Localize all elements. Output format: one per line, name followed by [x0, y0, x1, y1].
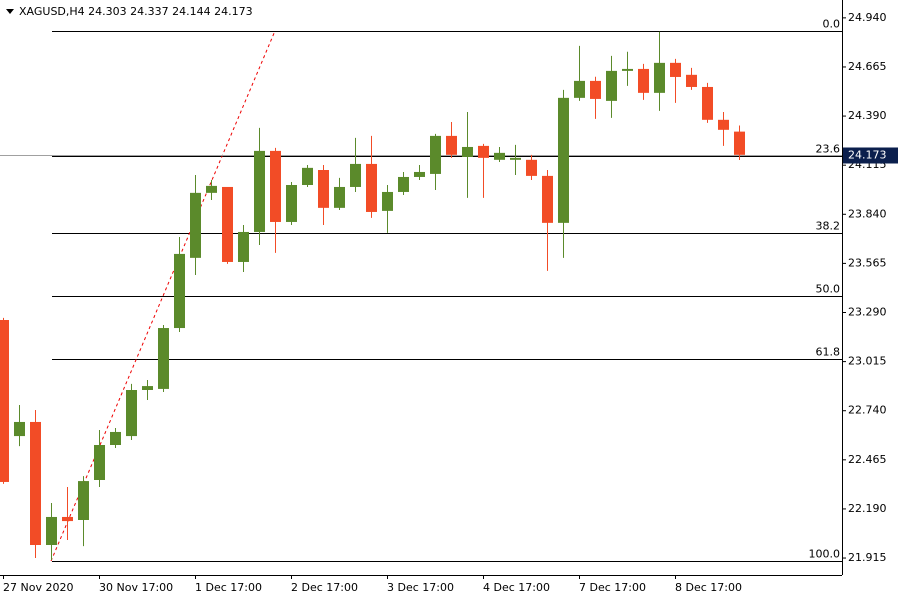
- chart-header: XAGUSD,H4 24.303 24.337 24.144 24.173: [19, 5, 253, 18]
- fib-label: 50.0: [816, 283, 841, 296]
- y-tick-label: 22.190: [848, 502, 887, 515]
- x-tick-label: 2 Dec 17:00: [291, 581, 358, 594]
- x-tick-label: 8 Dec 17:00: [675, 581, 742, 594]
- high-value: 24.337: [130, 5, 169, 18]
- candle-body: [286, 185, 297, 222]
- candle-body: [254, 150, 265, 232]
- candle-body: [174, 253, 185, 329]
- candle-body: [126, 390, 137, 437]
- y-tick-label: 23.015: [848, 355, 887, 368]
- low-value: 24.144: [172, 5, 211, 18]
- candle-body: [638, 68, 649, 93]
- candle-body: [526, 159, 537, 176]
- fib-label: 38.2: [816, 220, 841, 233]
- candle-body: [590, 80, 601, 99]
- candle-body: [430, 135, 441, 174]
- candle-body: [222, 186, 233, 262]
- candle-body: [62, 516, 73, 522]
- symbol: XAGUSD,H4: [19, 5, 85, 18]
- candle-body: [46, 516, 57, 545]
- candle-body: [446, 135, 457, 155]
- fib-label: 23.6: [816, 143, 841, 156]
- candle-body: [334, 186, 345, 208]
- candle-body: [382, 191, 393, 211]
- menu-arrow[interactable]: [6, 9, 14, 14]
- x-tick-label: 4 Dec 17:00: [483, 581, 550, 594]
- x-tick-label: 1 Dec 17:00: [195, 581, 262, 594]
- y-tick-label: 23.290: [848, 306, 887, 319]
- fib-label: 100.0: [809, 548, 841, 561]
- candle-body: [414, 171, 425, 177]
- candle-body: [110, 431, 121, 445]
- close-value: 24.173: [214, 5, 253, 18]
- candle-body: [686, 74, 697, 87]
- candle-body: [494, 152, 505, 160]
- candle-body: [702, 86, 713, 120]
- y-tick-label: 23.840: [848, 207, 887, 220]
- candle-body: [94, 445, 105, 480]
- y-tick-label: 21.915: [848, 551, 887, 564]
- candle-body: [142, 386, 153, 390]
- x-tick-label: 3 Dec 17:00: [387, 581, 454, 594]
- candle-body: [542, 175, 553, 223]
- x-tick-label: 7 Dec 17:00: [579, 581, 646, 594]
- fib-label: 61.8: [816, 346, 841, 359]
- y-tick-label: 24.940: [848, 11, 887, 24]
- y-tick-label: 24.665: [848, 60, 887, 73]
- candle-body: [302, 167, 313, 185]
- candle-body: [574, 80, 585, 98]
- x-tick-label: 27 Nov 2020: [3, 581, 73, 594]
- candle-body: [366, 163, 377, 212]
- fib-label: 0.0: [823, 18, 841, 31]
- y-tick-label: 24.390: [848, 109, 887, 122]
- candle-body: [670, 62, 681, 77]
- price-badge-label: 24.173: [848, 149, 887, 162]
- x-tick-label: 30 Nov 17:00: [99, 581, 173, 594]
- candle-body: [478, 145, 489, 158]
- candle-body: [78, 481, 89, 520]
- candle-body: [734, 131, 745, 155]
- y-tick-label: 23.565: [848, 256, 887, 269]
- candle-body: [190, 192, 201, 258]
- candle-body: [206, 185, 217, 193]
- candle-body: [510, 157, 521, 160]
- candle-body: [14, 421, 25, 437]
- candle-body: [318, 170, 329, 208]
- candle-body: [462, 146, 473, 157]
- candle-body: [398, 176, 409, 192]
- candle-body: [718, 119, 729, 130]
- candle-body: [0, 320, 9, 482]
- candle-body: [606, 70, 617, 101]
- candle-body: [654, 62, 665, 93]
- candle-body: [622, 68, 633, 71]
- candle-body: [30, 421, 41, 545]
- candle-body: [158, 328, 169, 389]
- candle-body: [350, 163, 361, 187]
- candle-body: [270, 150, 281, 222]
- y-tick-label: 22.465: [848, 453, 887, 466]
- open-value: 24.303: [88, 5, 127, 18]
- candle-body: [558, 97, 569, 223]
- candle-body: [238, 231, 249, 262]
- y-tick-label: 22.740: [848, 404, 887, 417]
- price-badge: [843, 147, 898, 164]
